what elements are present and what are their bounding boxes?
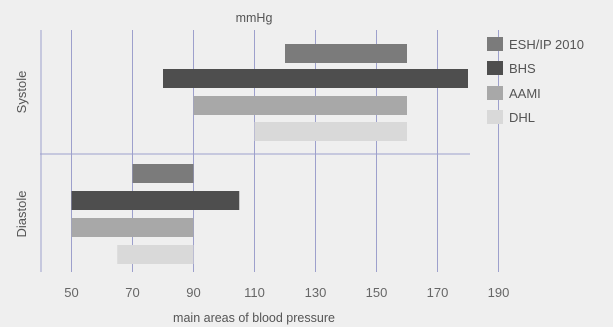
legend-swatch-esh-ip-2010: [487, 37, 503, 51]
bar-diastole-esh-ip-2010: [132, 164, 194, 183]
x-tick-label-90: 90: [186, 285, 200, 300]
chart-title: mmHg: [236, 11, 273, 25]
legend-label-dhl: DHL: [509, 110, 535, 125]
bar-systole-esh-ip-2010: [285, 44, 407, 63]
legend: ESH/IP 2010 BHS AAMI DHL: [487, 37, 584, 125]
x-tick-labels: 50 70 90 110 130 150 170 190: [64, 285, 509, 300]
x-tick-label-150: 150: [366, 285, 388, 300]
bars: [71, 44, 468, 264]
group-label-diastole: Diastole: [14, 191, 29, 238]
bar-systole-bhs: [163, 69, 468, 88]
bar-diastole-aami: [71, 218, 194, 237]
legend-swatch-aami: [487, 86, 503, 100]
x-tick-label-170: 170: [427, 285, 449, 300]
bar-systole-dhl: [254, 122, 407, 141]
legend-label-esh-ip-2010: ESH/IP 2010: [509, 37, 584, 52]
x-tick-label-110: 110: [244, 285, 265, 300]
legend-swatch-bhs: [487, 61, 503, 75]
x-tick-label-190: 190: [488, 285, 510, 300]
x-tick-label-50: 50: [64, 285, 78, 300]
x-tick-label-130: 130: [305, 285, 327, 300]
bar-diastole-bhs: [71, 191, 240, 210]
labels: mmHg main areas of blood pressure: [173, 11, 335, 325]
legend-label-bhs: BHS: [509, 61, 536, 76]
bar-systole-aami: [193, 96, 407, 115]
x-axis-title: main areas of blood pressure: [173, 311, 335, 325]
legend-label-aami: AAMI: [509, 86, 541, 101]
group-label-systole: Systole: [14, 71, 29, 114]
legend-swatch-dhl: [487, 110, 503, 124]
x-tick-label-70: 70: [125, 285, 139, 300]
bar-diastole-dhl: [117, 245, 194, 264]
group-labels: Systole Diastole: [14, 71, 29, 238]
